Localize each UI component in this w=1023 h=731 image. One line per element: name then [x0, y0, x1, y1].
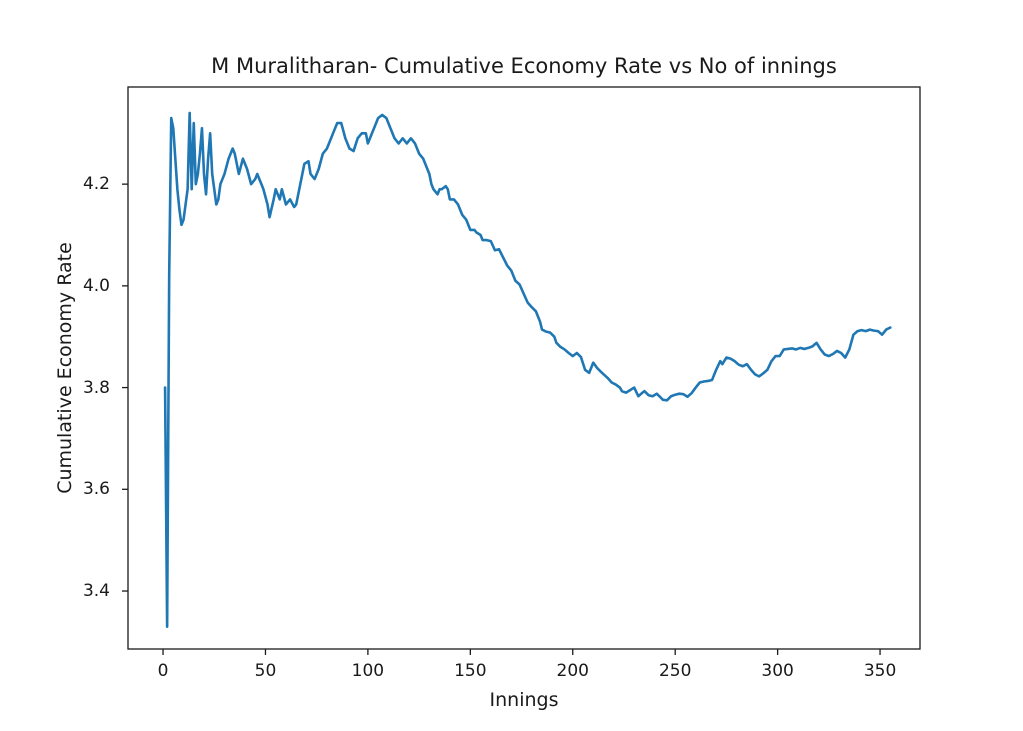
y-tick-label: 4.2 [82, 174, 110, 195]
x-tick-label: 150 [454, 661, 487, 681]
data-series-line [163, 111, 892, 628]
y-tick-label: 3.4 [82, 581, 110, 602]
chart-title: M Muralitharan- Cumulative Economy Rate … [211, 54, 837, 78]
y-axis-label: Cumulative Economy Rate [54, 242, 76, 494]
x-tick-label: 350 [863, 661, 897, 681]
axes-frame [127, 86, 921, 650]
x-axis-label: Innings [489, 689, 559, 711]
y-tick-label: 4.0 [82, 275, 110, 296]
x-tick-label: 300 [761, 661, 794, 681]
x-tick-label: 250 [658, 661, 692, 681]
y-tick-label: 3.8 [82, 377, 110, 398]
x-tick-label: 50 [254, 661, 277, 681]
x-tick-label: 100 [351, 661, 385, 681]
y-tick-label: 3.6 [82, 479, 110, 500]
x-tick-label: 0 [157, 661, 169, 681]
x-tick-label: 200 [556, 661, 589, 681]
